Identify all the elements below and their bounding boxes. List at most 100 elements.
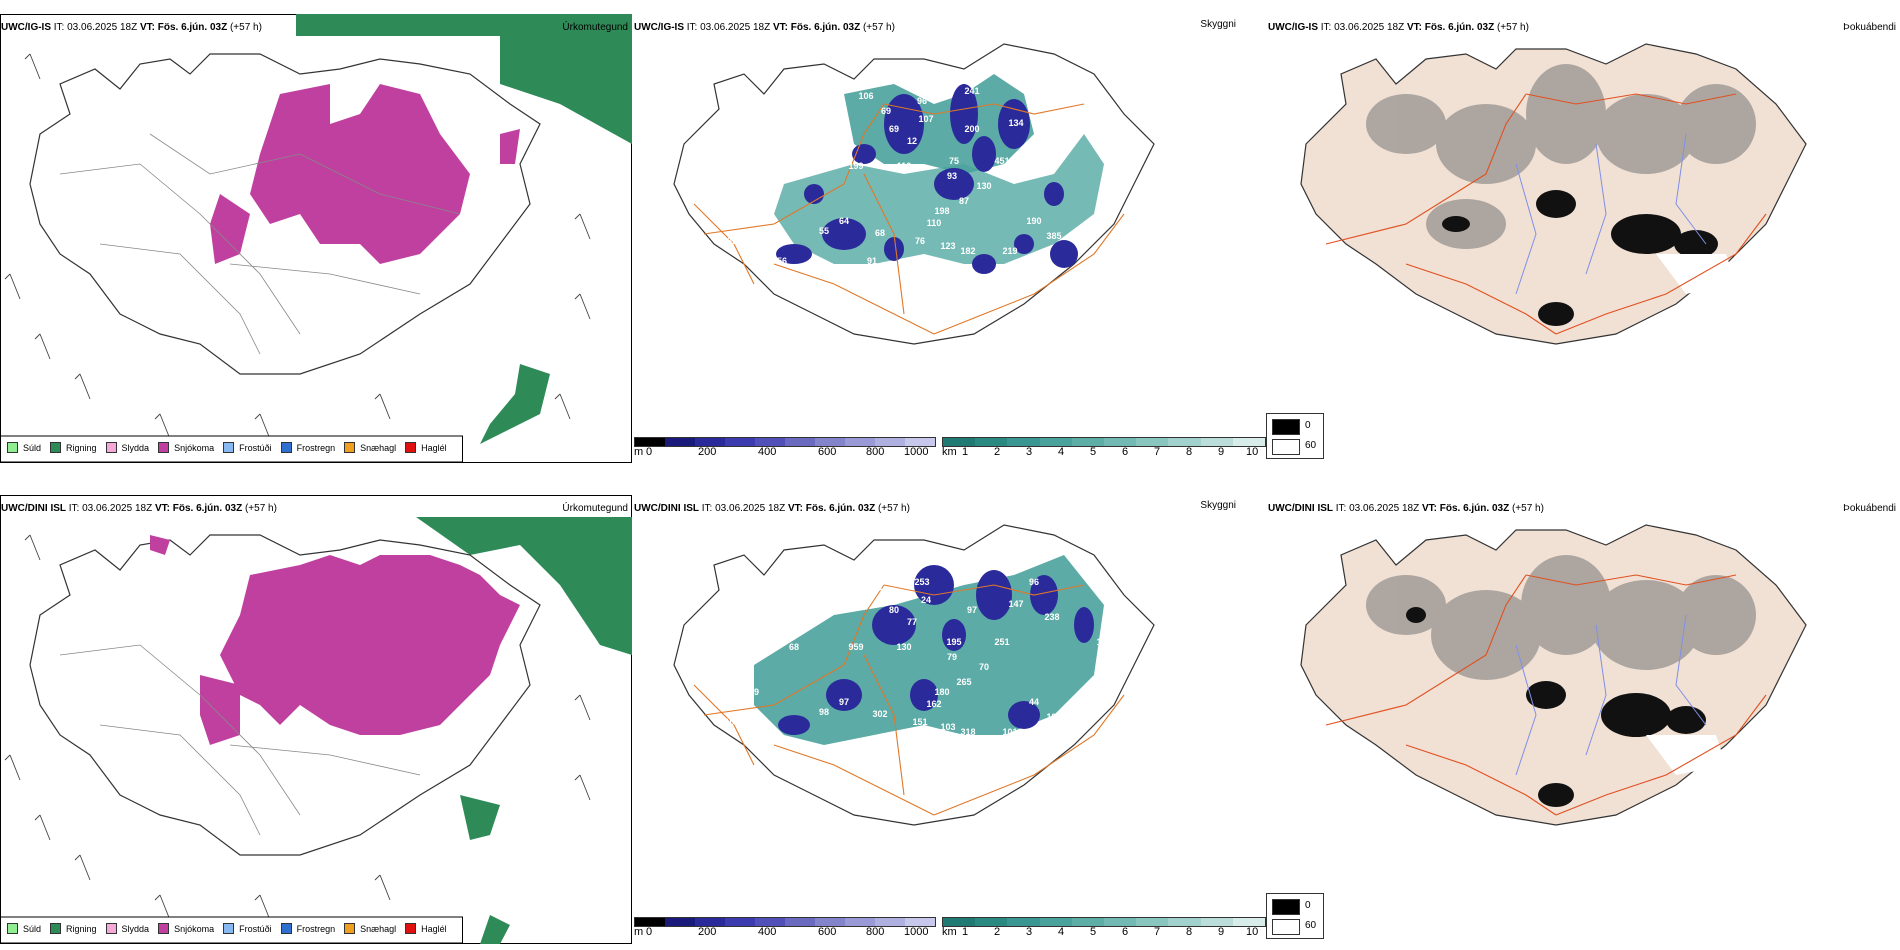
scale-cell: [1232, 918, 1265, 926]
precip-title-1: Úrkomutegund: [562, 22, 628, 33]
scale-cell: [1168, 918, 1201, 926]
cloud-base-label: 198: [934, 206, 949, 216]
legend-swatch: [50, 923, 62, 934]
cloud-base-label: 64: [839, 216, 849, 226]
cloud-base-label: 96: [1029, 577, 1039, 587]
cloud-base-label: 959: [848, 642, 863, 652]
cloud-base-label: 110: [817, 597, 832, 607]
scale-cell: [1007, 438, 1040, 446]
legend-swatch: [344, 923, 356, 934]
cloud-header-1: UWC/IG-IS IT: 03.06.2025 18Z VT: Fös. 6.…: [634, 22, 895, 33]
legend-item: Snæhagl: [344, 923, 396, 934]
lead-time: (+57 h): [227, 22, 262, 33]
cloud-base-label: 70: [777, 737, 787, 747]
cloud-base-label: 75: [949, 156, 959, 166]
scale-cell: [1039, 438, 1072, 446]
scale-cell: [875, 918, 905, 926]
scale-cell: [635, 918, 665, 926]
legend-item: Rigning: [50, 442, 97, 453]
cloud-title-1: Skyggni: [1200, 19, 1236, 30]
scale-cell: [1168, 438, 1201, 446]
cloud-map-2: 187 153 96 108 232 253 181 24 110 80 97 147 238 77 195…: [673, 524, 1155, 826]
cloud-base-label: 253: [914, 577, 929, 587]
legend-swatch: [158, 442, 170, 453]
cloud-base-label: 182: [960, 246, 975, 256]
cloud-base-label: 147: [1008, 599, 1023, 609]
cloud-base-label: 181: [878, 587, 893, 597]
fog-map-2: [1300, 524, 1807, 826]
scale-cell: [905, 438, 935, 446]
scale-cell: [1103, 438, 1137, 446]
cloud-base-label: 97: [839, 697, 849, 707]
cloud-base-label: 68: [875, 228, 885, 238]
precip-legend-2: Súld Rigning Slydda Snjókoma Frostúði Fr…: [7, 923, 456, 934]
cloud-base-label: 219: [1002, 246, 1017, 256]
cloud-map-1: 286 241 175 106 109 96 69 107 143 69 200 134 83 12 75 4…: [673, 43, 1155, 345]
road-network: [693, 103, 1125, 335]
fog-key-dark-label: 0: [1305, 420, 1311, 431]
fog-key-light: [1272, 439, 1300, 455]
scale-cell: [943, 918, 976, 926]
cloud-base-label: 241: [964, 86, 979, 96]
scale-cell: [1007, 918, 1040, 926]
vis-scale-1: km 1 2 3 4 5 6 7 8 9 10: [942, 437, 1266, 459]
cloud-base-label: 199: [848, 161, 863, 171]
fog-key-light: [1272, 919, 1300, 935]
cloud-base-label: 134: [1008, 118, 1023, 128]
cloud-base-label: 99: [749, 687, 759, 697]
scale-cell: [695, 918, 725, 926]
snow-area: [220, 555, 520, 735]
fog-header-1: UWC/IG-IS IT: 03.06.2025 18Z VT: Fös. 6.…: [1268, 22, 1529, 33]
cloud-base-label: 265: [956, 677, 971, 687]
cloud-base-label: 153: [964, 567, 979, 577]
precip-map-2: [0, 495, 632, 944]
legend-swatch: [344, 442, 356, 453]
legend-item: Frostúði: [223, 923, 272, 934]
scale-cell: [665, 918, 695, 926]
cloud-base-label: 302: [872, 709, 887, 719]
scale-cell: [943, 438, 976, 446]
cloud-base-label: 68: [789, 642, 799, 652]
legend-swatch: [280, 923, 292, 934]
scale-cell: [725, 918, 755, 926]
fog-title-1: Þokuábendi: [1843, 22, 1896, 33]
legend-item: Frostregn: [280, 442, 335, 453]
road-network: [1325, 574, 1767, 816]
precip-header-1: UWC/IG-IS IT: 03.06.2025 18Z VT: Fös. 6.…: [1, 22, 262, 34]
scale-cell: [845, 438, 875, 446]
cloud-base-label: 451: [994, 156, 1009, 166]
cloud-base-label: 107: [918, 114, 933, 124]
legend-swatch: [280, 442, 292, 453]
fog-header-2: UWC/DINI ISL IT: 03.06.2025 18Z VT: Fös.…: [1268, 503, 1544, 514]
road-network: [1325, 93, 1767, 335]
fog-key-dark-label: 0: [1305, 900, 1311, 911]
cloud-base-label: 175: [1026, 96, 1041, 106]
scale-cell: [1103, 918, 1137, 926]
cloud-base-label: 69: [889, 124, 899, 134]
legend-item: Snjókoma: [158, 923, 214, 934]
cloud-base-label: 91: [867, 256, 877, 266]
scale-cell: [815, 918, 845, 926]
scale-cell: [755, 438, 785, 446]
river-network: [1515, 614, 1707, 776]
scale-cell: [785, 918, 815, 926]
scale-cell: [785, 438, 815, 446]
cloud-base-label: 70: [979, 662, 989, 672]
scale-cell: [665, 438, 695, 446]
precip-panel-2: UWC/DINI ISL IT: 03.06.2025 18Z VT: Fös.…: [0, 495, 632, 944]
scale-cell: [1071, 438, 1104, 446]
cloud-base-label: 123: [940, 241, 955, 251]
scale-cell: [815, 438, 845, 446]
legend-swatch: [405, 442, 417, 453]
ceiling-scale-cells: [634, 917, 936, 927]
cloud-base-label: 162: [926, 699, 941, 709]
legend-swatch: [405, 923, 417, 934]
cloud-base-label: 96: [917, 96, 927, 106]
cloud-base-label: 44: [1029, 697, 1039, 707]
rain-area-north: [416, 517, 632, 655]
cloud-base-label: 195: [946, 637, 961, 647]
cloud-panel-1: 286 241 175 106 109 96 69 107 143 69 200 134 83 12 75 4…: [634, 14, 1236, 463]
fog-map-1: [1300, 43, 1807, 345]
scale-cell: [1039, 918, 1072, 926]
scale-cell: [975, 438, 1008, 446]
